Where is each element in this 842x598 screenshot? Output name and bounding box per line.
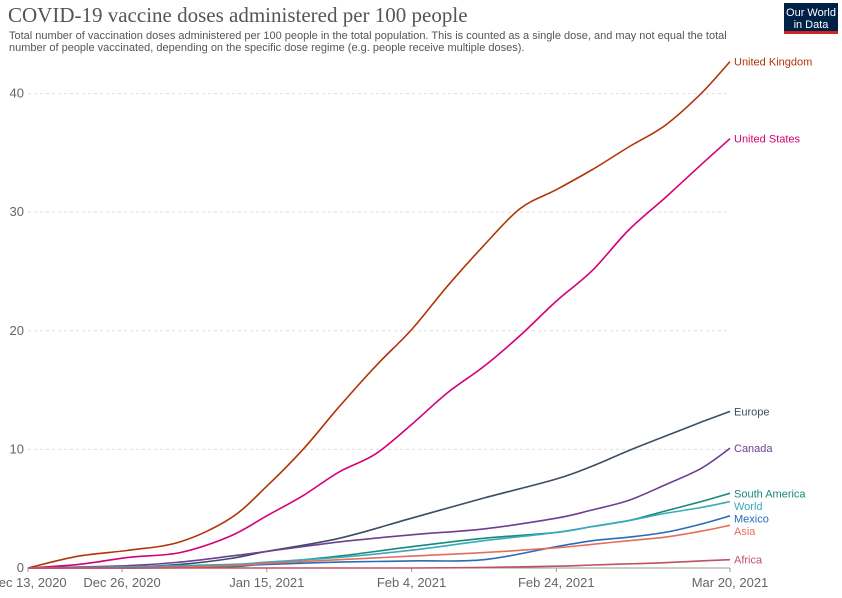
x-tick-label: Dec 13, 2020 (0, 575, 67, 590)
series-label-world[interactable]: World (734, 501, 763, 513)
y-tick-label: 0 (17, 560, 24, 575)
x-tick-label: Dec 26, 2020 (83, 575, 160, 590)
series-line-europe[interactable] (27, 410, 731, 569)
x-tick-label: Mar 20, 2021 (692, 575, 769, 590)
series-label-europe[interactable]: Europe (734, 406, 769, 418)
y-tick-label: 10 (10, 441, 24, 456)
gridlines (28, 93, 730, 569)
owid-logo[interactable]: Our World in Data (784, 3, 838, 34)
y-axis-ticks: 0 10 20 30 40 (10, 86, 24, 575)
x-axis-ticks: Dec 13, 2020 Dec 26, 2020 Jan 15, 2021 Feb … (0, 568, 768, 590)
y-tick-label: 20 (10, 323, 24, 338)
series-label-united-kingdom[interactable]: United Kingdom (734, 57, 812, 69)
series-line-asia[interactable] (27, 524, 731, 569)
y-tick-label: 40 (10, 86, 24, 101)
series-line-world[interactable] (27, 500, 731, 569)
logo-line-1: Our World (786, 7, 836, 19)
series-line-africa[interactable] (28, 558, 731, 569)
series-line-united-kingdom[interactable] (27, 61, 731, 569)
series-label-south-america[interactable]: South America (734, 488, 806, 500)
series-label-africa[interactable]: Africa (734, 555, 763, 567)
chart-title: COVID-19 vaccine doses administered per … (8, 3, 468, 27)
series-line-united-states[interactable] (27, 138, 731, 569)
series-label-canada[interactable]: Canada (734, 443, 773, 455)
y-tick-label: 30 (10, 204, 24, 219)
series-label-united-states[interactable]: United States (734, 134, 801, 146)
chart-subtitle: Total number of vaccination doses admini… (9, 30, 727, 54)
x-tick-label: Feb 24, 2021 (518, 575, 595, 590)
series-label-asia[interactable]: Asia (734, 526, 756, 538)
x-tick-label: Feb 4, 2021 (377, 575, 446, 590)
series-label-mexico[interactable]: Mexico (734, 513, 769, 525)
series-line-canada[interactable] (27, 447, 731, 569)
series-lines (27, 61, 731, 569)
series-labels: United Kingdom United States Europe Canada S… (734, 57, 812, 567)
series-line-mexico[interactable] (27, 515, 731, 569)
x-tick-label: Jan 15, 2021 (229, 575, 304, 590)
logo-line-2: in Data (793, 19, 829, 31)
